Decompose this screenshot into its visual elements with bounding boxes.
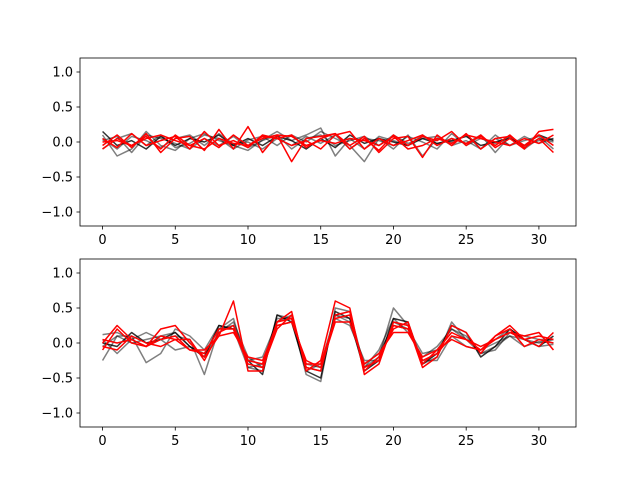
top-subplot: 0 5 10 15 20 25 30 −1.0 −0.5 0.0 0.5 1.0 [41, 57, 577, 248]
x-tick-label: 10 [240, 434, 257, 449]
x-tick-label: 5 [171, 233, 179, 248]
y-tick-label: −0.5 [41, 372, 73, 387]
x-tick-label: 0 [98, 434, 106, 449]
series-line-7 [101, 314, 554, 369]
x-tick-label: 25 [458, 434, 475, 449]
x-tick-label: 30 [531, 233, 548, 248]
y-tick-label: 1.0 [52, 267, 73, 282]
x-tick-label: 10 [240, 233, 257, 248]
x-tick-label: 5 [171, 434, 179, 449]
bottom-subplot: 0 5 10 15 20 25 30 −1.0 −0.5 0.0 0.5 1.0 [41, 258, 577, 449]
y-tick-label: −0.5 [41, 171, 73, 186]
x-tick-label: 15 [312, 434, 329, 449]
series-group [101, 125, 554, 163]
series-line-4 [102, 130, 554, 150]
series-group [101, 300, 555, 383]
y-tick-label: 0.5 [52, 302, 73, 317]
series-line-8 [102, 134, 554, 150]
y-tick-label: 0.0 [52, 337, 73, 352]
y-tick-label: −1.0 [41, 206, 73, 221]
y-tick-label: 0.5 [52, 101, 73, 116]
y-tick-label: −1.0 [41, 407, 73, 422]
x-tick-label: 30 [531, 434, 548, 449]
x-tick-label: 20 [385, 233, 402, 248]
y-tick-label: 0.0 [52, 136, 73, 151]
x-tick-label: 20 [385, 434, 402, 449]
x-tick-label: 25 [458, 233, 475, 248]
series-line-6 [102, 132, 554, 159]
x-tick-label: 15 [312, 233, 329, 248]
y-tick-label: 1.0 [52, 66, 73, 81]
series-line-8 [102, 321, 554, 369]
x-tick-label: 0 [98, 233, 106, 248]
